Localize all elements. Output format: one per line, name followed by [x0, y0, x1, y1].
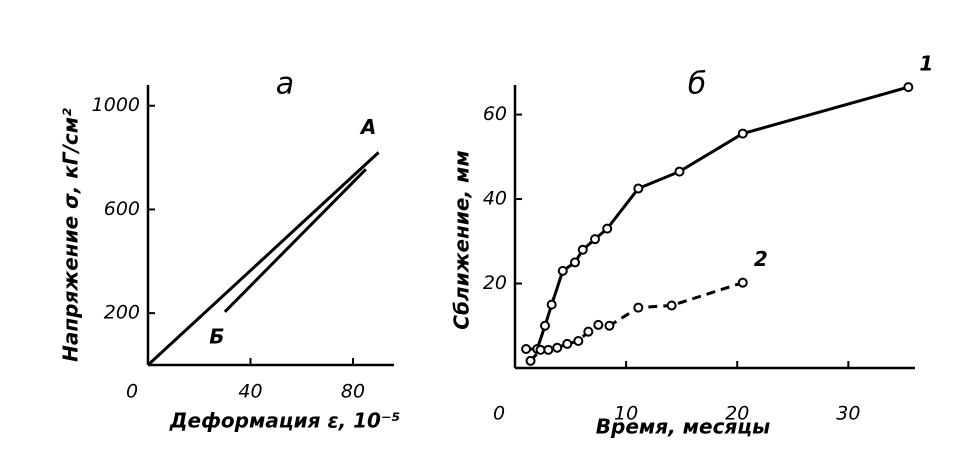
point [546, 299, 557, 310]
x-tick-label: 0 [493, 403, 505, 425]
y-tick-label: 600 [104, 198, 140, 220]
point [562, 338, 573, 349]
x-tick-label: 80 [341, 381, 365, 403]
x-tick-label: 30 [836, 403, 860, 425]
series-label: А [359, 115, 376, 139]
series-line [529, 281, 744, 362]
y-axis-label: Сближение, мм [450, 150, 474, 329]
x-axis-label: Деформация ε, 10⁻⁵ [169, 409, 401, 433]
series-label: 1 [919, 52, 933, 76]
y-tick-label: 1000 [92, 94, 140, 116]
x-tick-label: 20 [725, 403, 749, 425]
point [525, 355, 536, 366]
x-tick-label: 40 [238, 381, 262, 403]
point [903, 82, 914, 93]
y-tick-label: 60 [483, 103, 507, 125]
y-tick-label: 200 [104, 302, 140, 324]
series-line [146, 151, 380, 367]
y-axis-label: Напряжение σ, кГ/см² [59, 108, 83, 362]
y-tick-label: 20 [483, 272, 507, 294]
chart-title: а [276, 67, 294, 102]
x-tick-label: 10 [614, 403, 638, 425]
point [570, 257, 580, 268]
point [590, 234, 600, 245]
point [633, 302, 644, 313]
y-tick-label: 40 [483, 188, 507, 210]
point [521, 343, 532, 354]
series-line [526, 85, 909, 351]
series-line [223, 168, 367, 313]
point [540, 320, 550, 331]
point [602, 223, 613, 234]
x-tick-label: 0 [126, 381, 138, 403]
series-label: 2 [754, 247, 768, 271]
point [737, 128, 748, 139]
point [583, 326, 594, 337]
point [604, 320, 615, 331]
chart-title: б [688, 67, 707, 102]
point [557, 265, 568, 276]
x-axis-label: Время, месяцы [596, 415, 770, 439]
point [737, 277, 748, 288]
series-label: Б [209, 324, 224, 348]
point [552, 342, 563, 353]
point [577, 244, 588, 255]
point [666, 300, 677, 311]
point [543, 344, 554, 355]
point [674, 166, 685, 177]
point [633, 183, 644, 194]
point [573, 335, 584, 346]
point [593, 319, 604, 330]
